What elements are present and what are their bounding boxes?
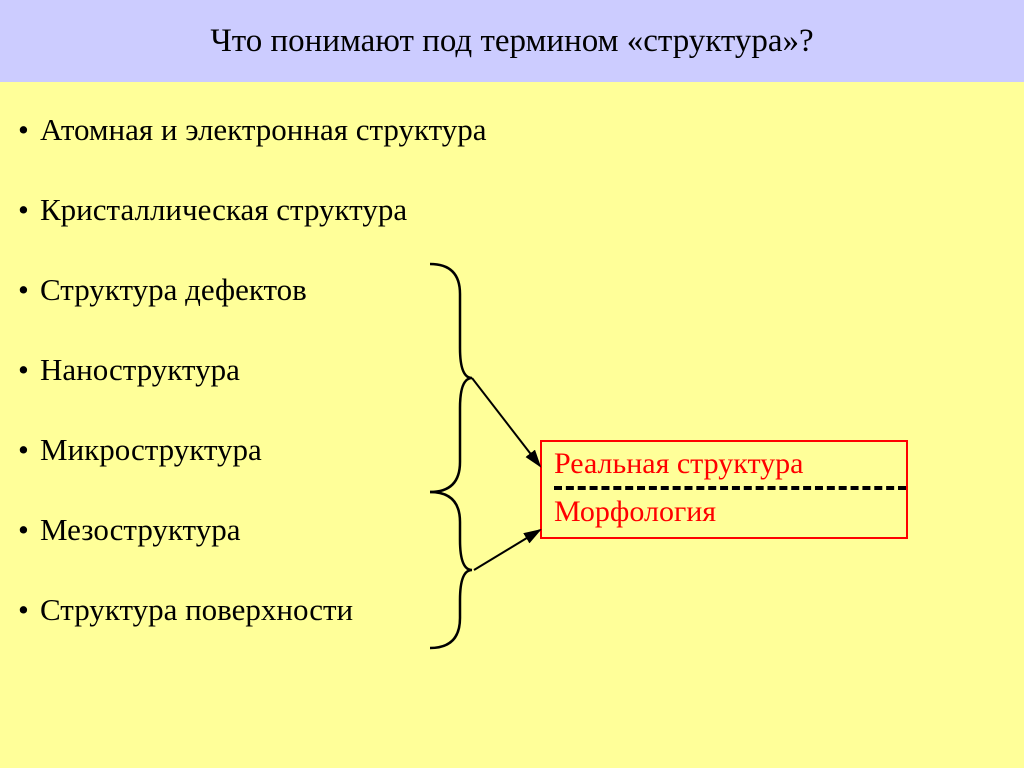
callout-label-top: Реальная структура [554,448,894,480]
list-item: Структура дефектов [40,272,1024,308]
callout-box: Реальная структура Морфология [540,440,908,539]
bullet-list: Атомная и электронная структура Кристалл… [0,82,1024,628]
callout-label-bottom: Морфология [554,496,894,528]
list-item: Кристаллическая структура [40,192,1024,228]
list-item: Атомная и электронная структура [40,112,1024,148]
list-item: Наноструктура [40,352,1024,388]
slide-title: Что понимают под термином «структура»? [0,0,1024,82]
callout-divider [554,486,906,490]
list-item: Структура поверхности [40,592,1024,628]
slide: Что понимают под термином «структура»? А… [0,0,1024,768]
